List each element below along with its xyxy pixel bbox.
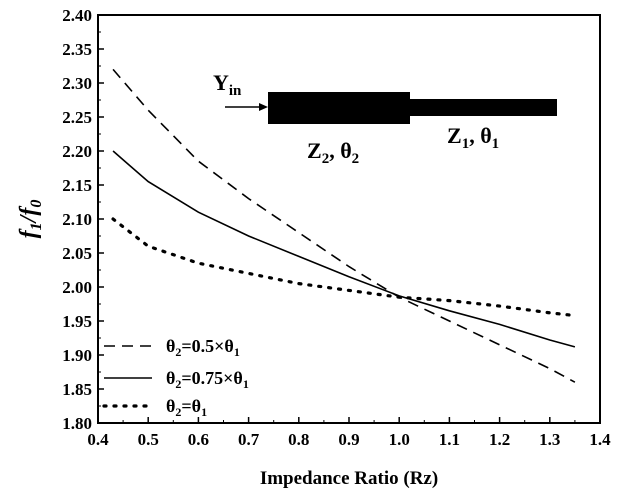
x-tick-label: 0.4	[87, 430, 109, 449]
y-tick-label: 2.25	[62, 108, 92, 127]
z1-theta1-label: Z1, θ1	[447, 123, 499, 152]
transmission-line-inset: Yin Z2, θ2 Z1, θ1	[213, 70, 557, 167]
input-arrowhead-icon	[259, 103, 268, 111]
x-tick-label: 0.6	[188, 430, 209, 449]
legend-label-2: θ2=0.75×θ1	[166, 368, 249, 391]
series-line-2	[112, 150, 576, 348]
x-tick-label: 1.2	[489, 430, 510, 449]
y-tick-label: 1.95	[62, 312, 92, 331]
y-tick-label: 2.20	[62, 142, 92, 161]
x-tick-label: 1.1	[439, 430, 460, 449]
y-axis-title: f1/f0	[16, 200, 45, 239]
y-tick-label: 2.10	[62, 210, 92, 229]
y-tick-label: 2.00	[62, 278, 92, 297]
x-tick-label: 0.7	[238, 430, 260, 449]
legend: θ2=0.5×θ1 θ2=0.75×θ1 θ2=θ1	[102, 336, 249, 419]
x-tick-label: 1.4	[589, 430, 611, 449]
y-tick-label: 1.85	[62, 380, 92, 399]
yin-label: Yin	[213, 70, 242, 99]
legend-label-3: θ2=θ1	[166, 396, 207, 419]
z2-line-segment	[268, 92, 410, 124]
legend-label-1: θ2=0.5×θ1	[166, 336, 240, 359]
y-tick-label: 2.15	[62, 176, 92, 195]
x-axis-ticks: 0.4 0.5 0.6 0.7 0.8 0.9 1.0 1.1 1.2 1.3 1.4	[87, 417, 611, 449]
y-tick-label: 2.35	[62, 40, 92, 59]
x-tick-label: 1.3	[539, 430, 560, 449]
y-axis-ticks: 1.80 1.85 1.90 1.95 2.00 2.05 2.10 2.15 2.20 2.25…	[62, 6, 104, 433]
z2-theta2-label: Z2, θ2	[307, 138, 359, 167]
z1-line-segment	[408, 99, 557, 116]
plot-area-frame	[97, 14, 601, 424]
y-tick-label: 2.30	[62, 74, 92, 93]
series-lines	[111, 68, 577, 383]
x-tick-label: 0.5	[138, 430, 159, 449]
x-tick-label: 1.0	[389, 430, 410, 449]
series-line-3	[111, 217, 577, 318]
x-tick-label: 0.8	[288, 430, 309, 449]
series-line-1	[112, 68, 576, 383]
x-tick-label: 0.9	[338, 430, 359, 449]
y-tick-label: 1.90	[62, 346, 92, 365]
x-axis-title: Impedance Ratio (Rz)	[260, 468, 438, 489]
y-tick-label: 1.80	[62, 414, 92, 433]
y-tick-label: 2.40	[62, 6, 92, 25]
y-tick-label: 2.05	[62, 244, 92, 263]
